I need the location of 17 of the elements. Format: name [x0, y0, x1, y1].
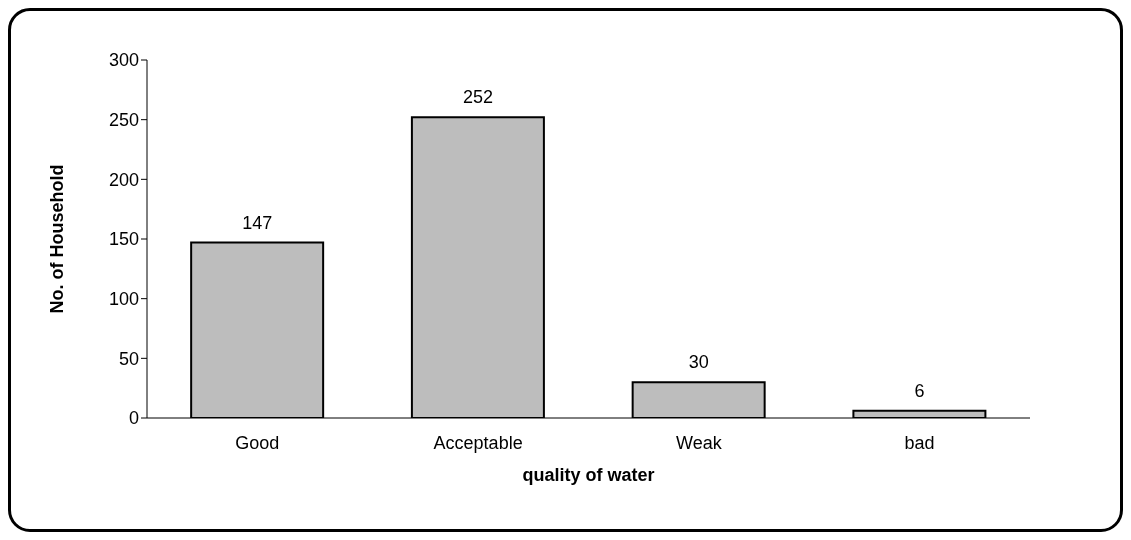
x-tick-label: bad — [904, 432, 935, 453]
x-tick-label: Acceptable — [433, 432, 523, 453]
data-label: 6 — [914, 380, 925, 401]
x-tick-label: Weak — [676, 432, 723, 453]
y-axis-title: No. of Household — [47, 164, 68, 314]
y-tick-label: 50 — [118, 348, 139, 369]
y-tick-label: 150 — [108, 229, 139, 250]
y-tick-label: 250 — [108, 110, 139, 131]
data-label: 147 — [242, 212, 273, 233]
y-tick-label: 100 — [108, 289, 139, 310]
x-axis-title: quality of water — [522, 465, 655, 485]
data-label: 252 — [462, 87, 493, 108]
x-tick-label: Good — [235, 432, 280, 453]
data-label: 30 — [688, 352, 709, 373]
y-tick-label: 0 — [128, 408, 139, 429]
y-tick-label: 300 — [108, 50, 139, 71]
y-tick-label: 200 — [108, 169, 139, 190]
